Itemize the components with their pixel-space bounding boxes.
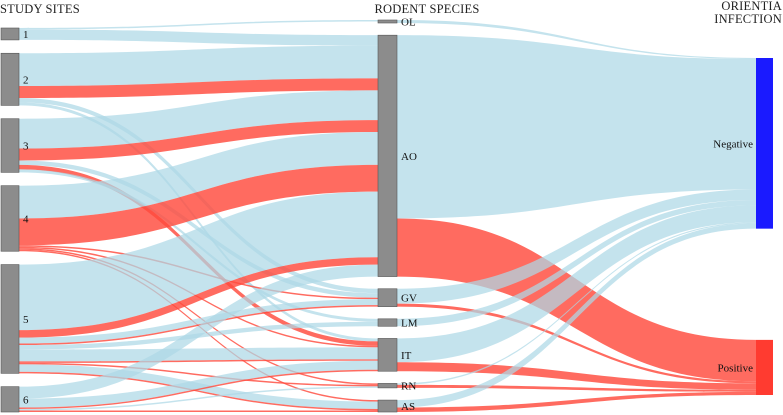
label-infection-positive: Positive — [718, 362, 754, 374]
label-species-ao: AO — [401, 151, 417, 163]
label-site-4: 4 — [23, 213, 29, 225]
link-site-2-ao-positive — [19, 78, 378, 98]
node-site-1 — [0, 27, 20, 41]
link-site-5-it-negative — [19, 347, 378, 362]
header-study-sites: STUDY SITES — [0, 2, 80, 16]
node-species-ol — [377, 19, 398, 24]
link-site-2-it-negative — [19, 102, 378, 342]
node-species-rn — [377, 383, 398, 389]
link-rn-negative — [397, 222, 756, 385]
link-as-negative — [397, 223, 756, 408]
labels-layer: 1 2 3 4 5 6 OL AO GV LM IT RN AS Negative Positive — [23, 17, 753, 414]
label-site-3: 3 — [23, 141, 29, 153]
link-site-6-ao-negative — [19, 264, 378, 399]
label-species-ol: OL — [401, 17, 416, 29]
node-species-ao — [377, 34, 398, 277]
link-site-5-gv-positive — [19, 305, 378, 346]
header-orientia: ORIENTIA — [721, 0, 782, 13]
label-site-1: 1 — [23, 29, 29, 41]
label-species-gv: GV — [401, 293, 417, 305]
node-site-3 — [0, 118, 20, 173]
node-species-it — [377, 338, 398, 372]
link-ao-negative — [397, 35, 756, 219]
node-infection-positive — [756, 339, 773, 395]
label-site-2: 2 — [23, 74, 29, 86]
link-site-6-rn-negative — [19, 386, 378, 411]
link-site-1-ol-negative — [19, 20, 378, 30]
link-site-4-ao-positive — [19, 164, 378, 246]
link-site-5-it-positive — [19, 359, 378, 363]
link-it-negative — [397, 205, 756, 363]
link-gv-negative — [397, 189, 756, 304]
label-species-rn: RN — [401, 381, 416, 393]
nodes-layer — [0, 19, 773, 413]
link-site-6-it-negative — [19, 360, 378, 408]
node-site-4 — [0, 185, 20, 252]
node-site-6 — [0, 386, 20, 413]
link-site-5-gv-negative — [19, 299, 378, 344]
link-site-3-ao-positive — [19, 120, 378, 161]
link-site-2-ao-negative — [19, 45, 378, 87]
label-site-5: 5 — [23, 314, 29, 326]
label-infection-negative: Negative — [713, 138, 753, 150]
link-site-5-as-positive — [19, 371, 378, 411]
link-site-5-rn-positive — [19, 362, 378, 387]
header-rodent-species: RODENT SPECIES — [374, 2, 479, 16]
header-infection: INFECTION — [714, 12, 782, 26]
link-lm-negative — [397, 200, 756, 327]
label-species-it: IT — [401, 350, 412, 362]
column-headers: STUDY SITES RODENT SPECIES ORIENTIA INFE… — [0, 0, 782, 26]
link-site-4-ao-negative — [19, 132, 378, 219]
link-ol-negative — [397, 20, 756, 60]
link-site-6-it-positive — [19, 369, 378, 410]
link-ao-positive — [397, 218, 756, 382]
link-site-3-ao-negative — [19, 90, 378, 149]
link-site-1-ao-negative — [19, 29, 378, 46]
link-site-5-ao-positive — [19, 257, 378, 338]
label-species-lm: LM — [401, 318, 418, 330]
node-infection-negative — [756, 58, 773, 229]
link-site-6-as-positive — [19, 410, 378, 412]
node-species-gv — [377, 288, 398, 307]
link-it-positive — [397, 362, 756, 390]
node-species-lm — [377, 318, 398, 327]
link-site-4-rn-positive — [19, 248, 378, 385]
link-as-positive — [397, 391, 756, 412]
node-site-5 — [0, 264, 20, 374]
node-site-2 — [0, 52, 20, 106]
label-site-6: 6 — [23, 394, 29, 406]
link-site-5-ao-negative — [19, 191, 378, 331]
node-species-as — [377, 399, 398, 413]
label-species-as: AS — [401, 401, 415, 413]
links-layer — [19, 20, 756, 412]
link-gv-positive — [397, 303, 756, 384]
